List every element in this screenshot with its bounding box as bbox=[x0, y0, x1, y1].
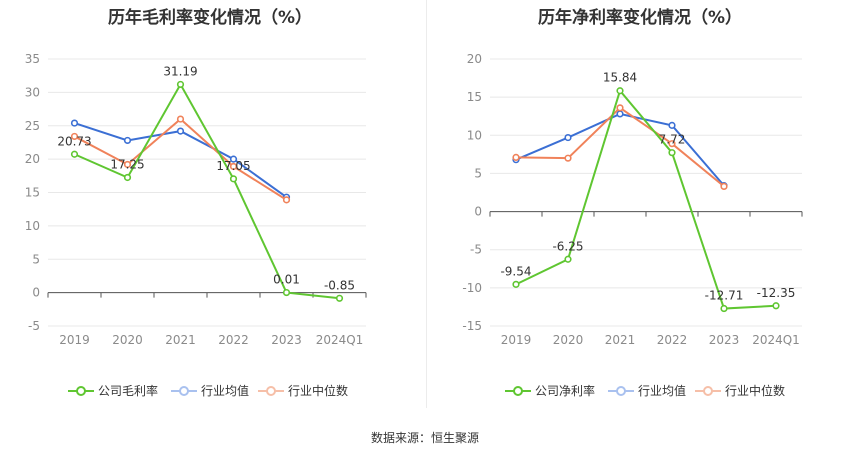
net-margin-y-tick-label: 10 bbox=[467, 128, 482, 142]
net-margin-x-tick-label: 2022 bbox=[657, 333, 688, 347]
gross-margin-y-tick-label: 5 bbox=[32, 252, 40, 266]
net-margin-data-point[interactable] bbox=[616, 104, 624, 112]
legend-swatch-green-icon bbox=[68, 386, 94, 396]
net-margin-data-point[interactable] bbox=[512, 280, 520, 288]
gross-margin-data-point[interactable] bbox=[70, 132, 79, 141]
gross-margin-x-tick-label: 2023 bbox=[271, 333, 302, 347]
net-margin-y-tick-label: -10 bbox=[462, 281, 482, 295]
net-margin-data-point[interactable] bbox=[564, 255, 572, 263]
net-margin-data-point[interactable] bbox=[720, 182, 728, 190]
gross-margin-y-tick-label: 0 bbox=[32, 286, 40, 300]
net-margin-x-tick-label: 2024Q1 bbox=[752, 333, 800, 347]
net-margin-data-point[interactable] bbox=[720, 304, 728, 313]
gross-margin-x-tick-label: 2021 bbox=[165, 333, 196, 347]
net-margin-series-line-1 bbox=[515, 112, 725, 187]
net-margin-data-point[interactable] bbox=[564, 133, 572, 142]
net-margin-chart-title: 历年净利率变化情况（%） bbox=[537, 8, 743, 28]
net-margin-data-label: 7.72 bbox=[659, 133, 686, 147]
gross-margin-y-tick-label: 15 bbox=[25, 186, 40, 200]
net-margin-series-line-0 bbox=[515, 88, 777, 310]
legend-label-industry-average: 行业均值 bbox=[201, 384, 250, 398]
gross-margin-data-point[interactable] bbox=[176, 127, 185, 135]
gross-margin-data-label: 0.01 bbox=[273, 273, 300, 287]
net-margin-y-tick-label: -5 bbox=[470, 243, 482, 257]
gross-margin-y-tick-label: 25 bbox=[25, 119, 40, 133]
gross-margin-x-tick-label: 2019 bbox=[59, 333, 90, 347]
gross-margin-data-point[interactable] bbox=[229, 175, 238, 183]
net-margin-y-tick-label: 5 bbox=[474, 166, 482, 180]
legend-label-company-gross-margin: 公司毛利率 bbox=[98, 384, 159, 398]
net-margin-data-label: -9.54 bbox=[500, 264, 531, 278]
net-margin-y-tick-label: 0 bbox=[474, 205, 482, 219]
net-margin-data-point[interactable] bbox=[616, 87, 624, 95]
net-margin-x-tick-label: 2023 bbox=[709, 333, 740, 347]
net-margin-y-tick-label: 20 bbox=[467, 52, 482, 66]
gross-margin-data-point[interactable] bbox=[282, 288, 291, 297]
net-margin-data-point[interactable] bbox=[668, 149, 676, 157]
legend-swatch-green-icon bbox=[505, 386, 531, 396]
gross-margin-y-tick-label: 30 bbox=[25, 85, 40, 99]
gross-margin-series-line-0 bbox=[74, 82, 340, 300]
gross-margin-data-label: 17.05 bbox=[216, 159, 250, 173]
gross-margin-data-point[interactable] bbox=[123, 173, 132, 182]
gross-margin-data-label: 20.73 bbox=[57, 134, 91, 148]
gross-margin-data-label: 17.25 bbox=[110, 157, 144, 171]
legend-label-company-net-margin: 公司净利率 bbox=[535, 384, 596, 398]
legend-swatch-blue-icon bbox=[608, 386, 634, 396]
legend-swatch-orange-icon bbox=[695, 386, 721, 396]
net-margin-data-point[interactable] bbox=[668, 140, 676, 148]
gross-margin-data-point[interactable] bbox=[282, 196, 291, 204]
net-margin-data-label: -6.25 bbox=[552, 239, 583, 253]
net-margin-data-point[interactable] bbox=[772, 302, 780, 310]
gross-margin-data-label: 31.19 bbox=[163, 64, 197, 78]
gross-margin-y-tick-label: 20 bbox=[25, 152, 40, 166]
gross-margin-data-point[interactable] bbox=[70, 150, 79, 158]
net-margin-x-tick-label: 2021 bbox=[605, 333, 636, 347]
gross-margin-x-tick-label: 2024Q1 bbox=[316, 333, 364, 347]
data-source-note: 数据来源：恒生聚源 bbox=[370, 431, 479, 445]
gross-margin-x-tick-label: 2022 bbox=[218, 333, 249, 347]
net-margin-data-point[interactable] bbox=[512, 153, 520, 162]
gross-margin-data-label: -0.85 bbox=[324, 278, 355, 292]
legend-swatch-blue-icon bbox=[171, 386, 197, 396]
gross-margin-data-point[interactable] bbox=[123, 160, 132, 169]
gross-margin-data-point[interactable] bbox=[176, 80, 185, 89]
gross-margin-data-point[interactable] bbox=[123, 136, 132, 145]
net-margin-data-point[interactable] bbox=[564, 154, 572, 162]
legend-label-industry-median: 行业中位数 bbox=[288, 384, 349, 398]
gross-margin-data-point[interactable] bbox=[229, 162, 238, 171]
gross-margin-y-tick-label: 10 bbox=[25, 219, 40, 233]
gross-margin-data-point[interactable] bbox=[229, 155, 238, 163]
net-margin-y-tick-label: -15 bbox=[462, 319, 482, 333]
gross-margin-data-point[interactable] bbox=[176, 115, 185, 123]
gross-margin-y-tick-label: 35 bbox=[25, 52, 40, 66]
gross-margin-data-point[interactable] bbox=[70, 119, 79, 127]
net-margin-data-point[interactable] bbox=[668, 121, 676, 129]
legend-swatch-orange-icon bbox=[258, 386, 284, 396]
gross-margin-y-tick-label: -5 bbox=[28, 319, 40, 333]
net-margin-y-tick-label: 15 bbox=[467, 90, 482, 104]
gross-margin-data-point[interactable] bbox=[335, 294, 344, 302]
panel-divider bbox=[426, 0, 427, 408]
gross-margin-chart-title: 历年毛利率变化情况（%） bbox=[107, 8, 313, 28]
net-margin-x-tick-label: 2019 bbox=[501, 333, 532, 347]
net-margin-data-label: -12.71 bbox=[705, 289, 744, 303]
net-margin-data-point[interactable] bbox=[616, 110, 624, 118]
net-margin-data-label: 15.84 bbox=[603, 71, 637, 85]
net-margin-data-label: -12.35 bbox=[757, 286, 796, 300]
legend-label-industry-median: 行业中位数 bbox=[725, 384, 786, 398]
net-margin-x-tick-label: 2020 bbox=[553, 333, 584, 347]
gross-margin-x-tick-label: 2020 bbox=[112, 333, 143, 347]
legend-label-industry-average: 行业均值 bbox=[638, 384, 687, 398]
